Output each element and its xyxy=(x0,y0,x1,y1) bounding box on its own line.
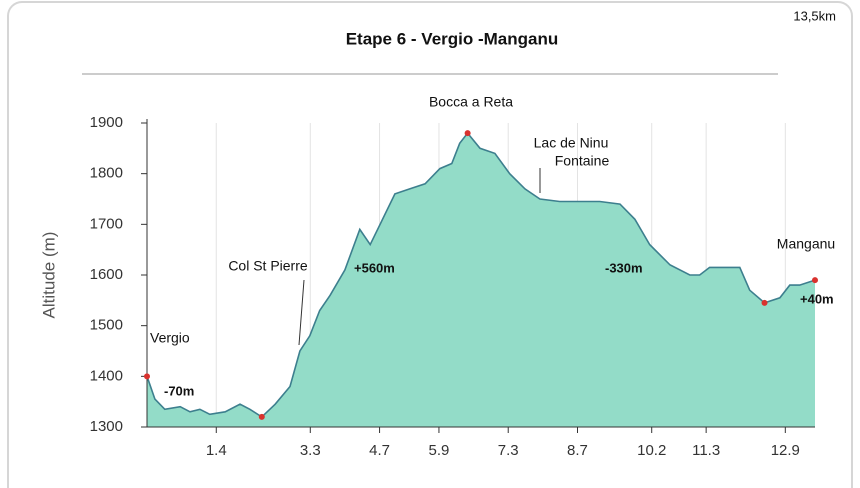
profile-line xyxy=(146,131,816,418)
y-tick-label: 1900 xyxy=(90,114,123,131)
annotation: +560m xyxy=(354,260,395,275)
x-tick-label: 7.3 xyxy=(498,442,519,459)
y-tick-label: 1800 xyxy=(90,165,123,182)
annotation: +40m xyxy=(800,291,834,306)
y-tick-label: 1700 xyxy=(90,215,123,232)
x-tick-label: 8.7 xyxy=(567,442,588,459)
waypoint xyxy=(258,413,265,420)
x-tick-label: 1.4 xyxy=(206,442,227,459)
waypoint xyxy=(464,130,471,137)
y-tick-label: 1600 xyxy=(90,266,123,283)
area xyxy=(147,133,815,427)
x-tick-label: 11.3 xyxy=(692,442,720,459)
y-tick-label: 1400 xyxy=(90,367,123,384)
annotation: Fontaine xyxy=(555,153,610,169)
x-tick-label: 3.3 xyxy=(300,442,321,459)
x-tick-label: 5.9 xyxy=(429,442,450,459)
chart-title: Etape 6 - Vergio -Manganu xyxy=(346,29,559,48)
x-tick-label: 10.2 xyxy=(637,442,666,459)
y-tick-label: 1500 xyxy=(90,317,123,334)
waypoint xyxy=(144,373,150,380)
annotation: Col St Pierre xyxy=(228,258,308,274)
annotation: Vergio xyxy=(150,330,190,346)
y-axis-label: Altitude (m) xyxy=(39,232,58,319)
distance-label: 13,5km xyxy=(793,8,836,23)
leader xyxy=(298,279,305,346)
waypoint xyxy=(761,299,768,306)
x-tick-label: 4.7 xyxy=(369,442,390,459)
annotation: -330m xyxy=(605,260,643,275)
annotation: Manganu xyxy=(777,236,835,252)
x-tick-label: 12.9 xyxy=(771,442,800,459)
y-tick-label: 1300 xyxy=(90,418,123,435)
waypoint xyxy=(812,277,818,284)
annotation: Lac de Ninu xyxy=(534,135,609,151)
annotation: -70m xyxy=(164,383,194,398)
annotation: Bocca a Reta xyxy=(429,94,513,110)
